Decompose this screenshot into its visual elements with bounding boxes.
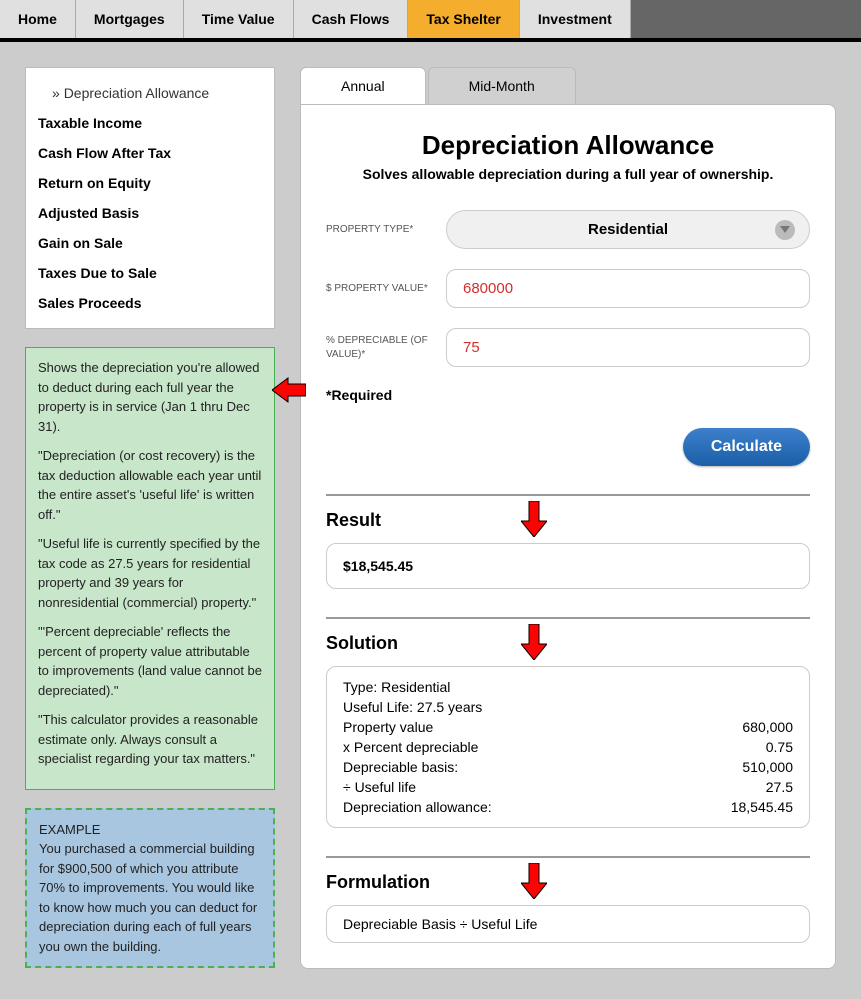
info-box: Shows the depreciation you're allowed to… bbox=[25, 347, 275, 790]
form-row-property-type: PROPERTY TYPE* Residential bbox=[326, 210, 810, 249]
solution-label: Depreciable basis: bbox=[343, 759, 458, 775]
nav-mortgages[interactable]: Mortgages bbox=[76, 0, 184, 38]
nav-time-value[interactable]: Time Value bbox=[184, 0, 294, 38]
top-navigation: Home Mortgages Time Value Cash Flows Tax… bbox=[0, 0, 861, 42]
result-heading: Result bbox=[326, 510, 810, 531]
side-navigation: Depreciation Allowance Taxable Income Ca… bbox=[25, 67, 275, 329]
form-row-percent-depreciable: % DEPRECIABLE (OF VALUE)* 75 bbox=[326, 328, 810, 367]
sidenav-depreciation-allowance[interactable]: Depreciation Allowance bbox=[38, 78, 262, 108]
info-paragraph: "'Percent depreciable' reflects the perc… bbox=[38, 622, 262, 700]
main-container: Depreciation Allowance Taxable Income Ca… bbox=[0, 42, 861, 999]
solution-box: Type: Residential Useful Life: 27.5 year… bbox=[326, 666, 810, 828]
solution-heading: Solution bbox=[326, 633, 810, 654]
info-paragraph: "This calculator provides a reasonable e… bbox=[38, 710, 262, 769]
formulation-heading: Formulation bbox=[326, 872, 810, 893]
sidenav-gain-on-sale[interactable]: Gain on Sale bbox=[38, 228, 262, 258]
divider bbox=[326, 494, 810, 496]
arrow-down-icon bbox=[521, 624, 547, 660]
result-value: $18,545.45 bbox=[326, 543, 810, 589]
info-paragraph: "Depreciation (or cost recovery) is the … bbox=[38, 446, 262, 524]
property-type-select[interactable]: Residential bbox=[446, 210, 810, 249]
divider bbox=[326, 856, 810, 858]
solution-row: Depreciation allowance: 18,545.45 bbox=[343, 797, 793, 817]
solution-row: x Percent depreciable 0.75 bbox=[343, 737, 793, 757]
sidebar: Depreciation Allowance Taxable Income Ca… bbox=[25, 67, 275, 968]
panel-subtitle: Solves allowable depreciation during a f… bbox=[326, 166, 810, 182]
required-note: *Required bbox=[326, 387, 810, 403]
property-type-value: Residential bbox=[588, 221, 668, 238]
solution-value: 18,545.45 bbox=[731, 799, 793, 815]
nav-investment[interactable]: Investment bbox=[520, 0, 631, 38]
chevron-down-icon bbox=[775, 220, 795, 240]
example-body: You purchased a commercial building for … bbox=[39, 839, 261, 956]
label-percent-depreciable: % DEPRECIABLE (OF VALUE)* bbox=[326, 334, 431, 362]
solution-useful-life: Useful Life: 27.5 years bbox=[343, 697, 793, 717]
solution-heading-text: Solution bbox=[326, 633, 398, 653]
panel-title: Depreciation Allowance bbox=[326, 130, 810, 161]
main-panel: Annual Mid-Month Depreciation Allowance … bbox=[300, 67, 836, 969]
arrow-left-icon bbox=[272, 376, 306, 404]
tab-bar: Annual Mid-Month bbox=[300, 67, 836, 104]
percent-depreciable-input[interactable]: 75 bbox=[446, 328, 810, 367]
tab-mid-month[interactable]: Mid-Month bbox=[428, 67, 576, 104]
solution-label: Property value bbox=[343, 719, 433, 735]
divider bbox=[326, 617, 810, 619]
solution-label: ÷ Useful life bbox=[343, 779, 416, 795]
arrow-down-icon bbox=[521, 501, 547, 537]
result-heading-text: Result bbox=[326, 510, 381, 530]
property-value-input[interactable]: 680000 bbox=[446, 269, 810, 308]
solution-value: 680,000 bbox=[742, 719, 793, 735]
solution-row: ÷ Useful life 27.5 bbox=[343, 777, 793, 797]
formulation-heading-text: Formulation bbox=[326, 872, 430, 892]
sidenav-taxes-due-to-sale[interactable]: Taxes Due to Sale bbox=[38, 258, 262, 288]
form-row-property-value: $ PROPERTY VALUE* 680000 bbox=[326, 269, 810, 308]
calculate-button[interactable]: Calculate bbox=[683, 428, 810, 466]
nav-tax-shelter[interactable]: Tax Shelter bbox=[408, 0, 519, 38]
sidenav-taxable-income[interactable]: Taxable Income bbox=[38, 108, 262, 138]
sidenav-return-on-equity[interactable]: Return on Equity bbox=[38, 168, 262, 198]
example-title: EXAMPLE bbox=[39, 820, 261, 840]
arrow-down-icon bbox=[521, 863, 547, 899]
sidenav-cash-flow-after-tax[interactable]: Cash Flow After Tax bbox=[38, 138, 262, 168]
solution-row: Depreciable basis: 510,000 bbox=[343, 757, 793, 777]
nav-filler bbox=[631, 0, 861, 38]
sidenav-adjusted-basis[interactable]: Adjusted Basis bbox=[38, 198, 262, 228]
solution-value: 0.75 bbox=[766, 739, 793, 755]
info-paragraph: Shows the depreciation you're allowed to… bbox=[38, 358, 262, 436]
solution-row: Property value 680,000 bbox=[343, 717, 793, 737]
solution-value: 27.5 bbox=[766, 779, 793, 795]
sidenav-sales-proceeds[interactable]: Sales Proceeds bbox=[38, 288, 262, 318]
nav-home[interactable]: Home bbox=[0, 0, 76, 38]
nav-cash-flows[interactable]: Cash Flows bbox=[294, 0, 409, 38]
solution-type: Type: Residential bbox=[343, 677, 793, 697]
solution-label: Depreciation allowance: bbox=[343, 799, 492, 815]
solution-value: 510,000 bbox=[742, 759, 793, 775]
tab-annual[interactable]: Annual bbox=[300, 67, 426, 104]
calculator-panel: Depreciation Allowance Solves allowable … bbox=[300, 104, 836, 969]
info-paragraph: "Useful life is currently specified by t… bbox=[38, 534, 262, 612]
label-property-value: $ PROPERTY VALUE* bbox=[326, 282, 431, 296]
label-property-type: PROPERTY TYPE* bbox=[326, 223, 431, 237]
formulation-value: Depreciable Basis ÷ Useful Life bbox=[326, 905, 810, 943]
solution-label: x Percent depreciable bbox=[343, 739, 478, 755]
example-box: EXAMPLE You purchased a commercial build… bbox=[25, 808, 275, 969]
